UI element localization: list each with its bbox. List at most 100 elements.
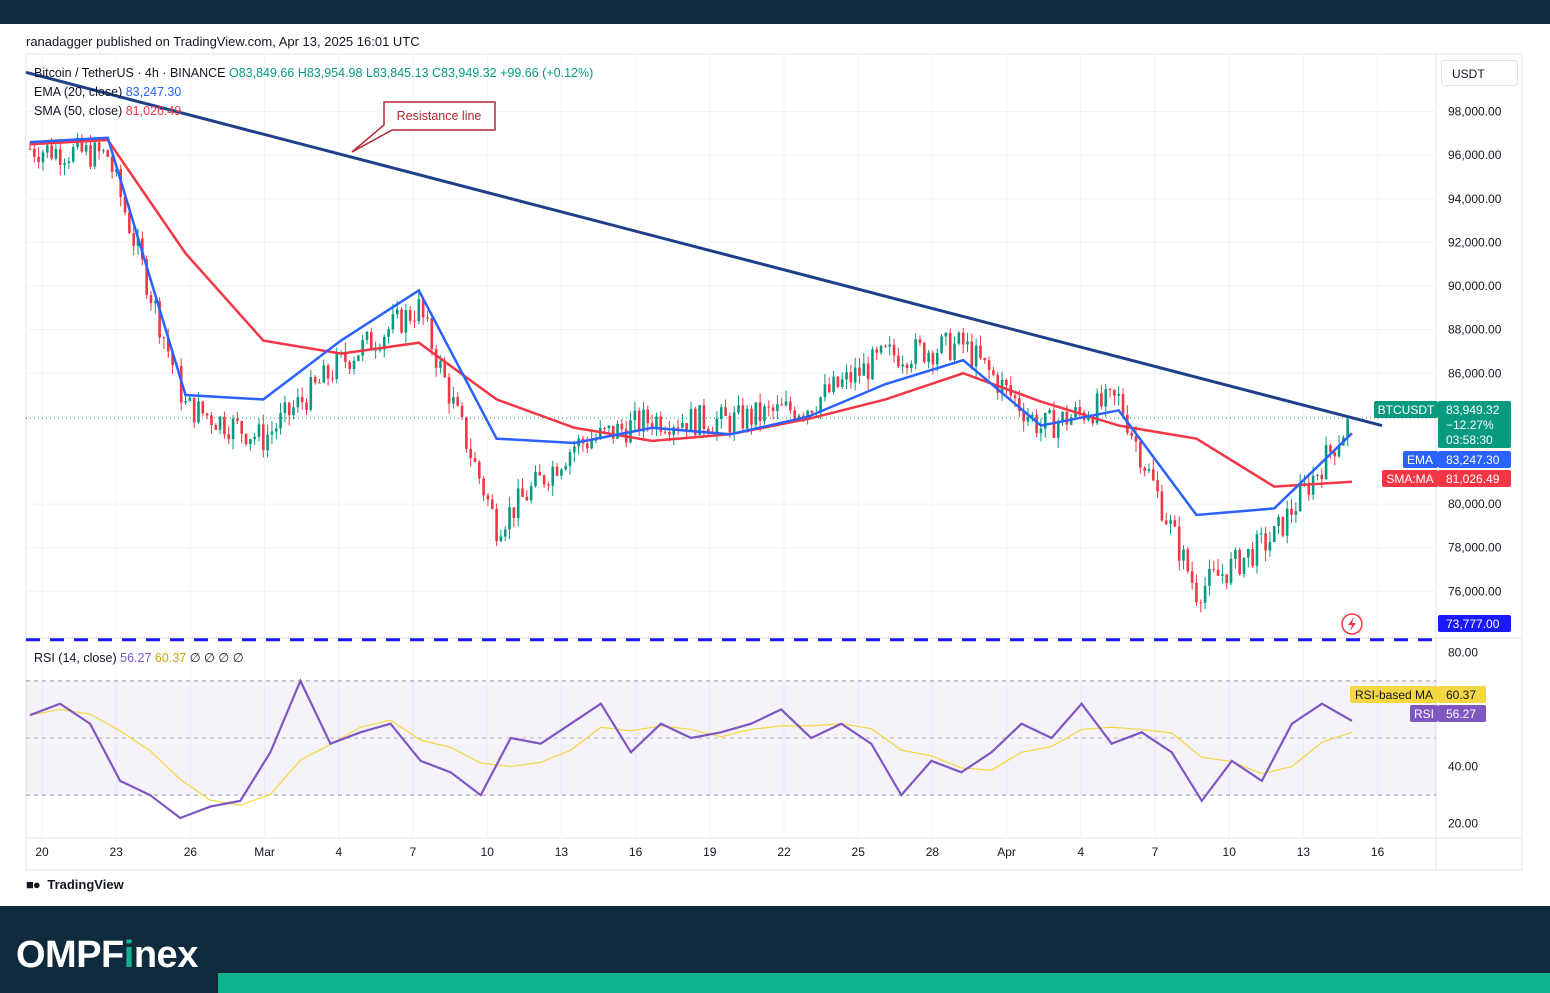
candle-body [231, 418, 235, 440]
candle-body [1117, 393, 1121, 396]
candle-body [1005, 379, 1008, 386]
candle-body [490, 499, 494, 509]
candle-body [240, 421, 243, 434]
resistance-callout[interactable] [351, 101, 496, 153]
lightning-icon[interactable] [1341, 613, 1363, 635]
candle-body [309, 377, 313, 410]
candle-body [227, 434, 231, 440]
candle-body [715, 418, 719, 434]
time-tick-label: 20 [35, 845, 49, 859]
candle-body [1139, 441, 1142, 468]
candle-body [858, 367, 861, 376]
candle-body [1324, 445, 1328, 480]
candle-body [1151, 469, 1155, 481]
candle-body [223, 416, 226, 435]
candle-body [270, 431, 274, 435]
candle-body [1247, 548, 1250, 558]
candle-body [1018, 398, 1021, 412]
candle-body [1087, 417, 1090, 421]
candle-body [706, 428, 710, 433]
candle-body [149, 295, 153, 304]
candle-body [910, 363, 913, 368]
candle-body [1108, 389, 1112, 391]
candle-body [395, 309, 399, 315]
rsi-legend[interactable]: RSI (14, close) 56.27 60.37 ∅ ∅ ∅ ∅ [34, 650, 244, 665]
candle-body [888, 344, 892, 347]
candle-body [961, 332, 965, 345]
sma-legend-row[interactable]: SMA (50, close) 81,026.49 [34, 102, 593, 121]
candle-body [158, 301, 161, 338]
candle-body [313, 377, 317, 383]
candle-body [957, 332, 961, 344]
candle-body [1113, 389, 1116, 396]
candle-body [41, 152, 45, 163]
candle-body [776, 404, 779, 411]
candle-body [253, 436, 256, 440]
rsi-ma-tag: RSI-based MA 60.37 [1350, 686, 1486, 703]
candle-body [780, 404, 784, 406]
candle-body [525, 496, 529, 501]
candle-body [205, 413, 209, 416]
candle-body [45, 145, 49, 153]
candle-body [382, 336, 386, 350]
candle-body [1022, 411, 1025, 422]
rsi-extra-values: ∅ ∅ ∅ ∅ [189, 651, 244, 665]
candle-body [344, 352, 347, 362]
svg-text:73,777.00: 73,777.00 [1446, 617, 1500, 631]
candle-body [348, 361, 351, 369]
candle-body [1143, 467, 1146, 472]
candle-body [1069, 417, 1073, 425]
candle-body [1234, 549, 1237, 559]
price-tick-label: 86,000.00 [1448, 366, 1502, 380]
candle-body [171, 351, 174, 366]
rsi-ma-line [29, 708, 1353, 806]
candle-body [516, 488, 520, 519]
candle-body [732, 412, 736, 433]
chart-legend: Bitcoin / TetherUS · 4h · BINANCE O83,84… [34, 64, 593, 121]
candle-body [1259, 533, 1263, 535]
symbol-title[interactable]: Bitcoin / TetherUS · 4h · BINANCE [34, 66, 226, 80]
candle-body [97, 142, 101, 152]
candle-body [1221, 574, 1224, 576]
candle-body [555, 466, 559, 476]
candle-body [1225, 574, 1229, 584]
time-tick-label: 7 [1152, 845, 1159, 859]
svg-text:03:58:30: 03:58:30 [1446, 433, 1493, 447]
candle-body [1333, 452, 1337, 457]
time-tick-label: 13 [555, 845, 569, 859]
time-tick-label: 10 [1223, 845, 1237, 859]
candle-body [1238, 549, 1241, 575]
ema-20-line [29, 136, 1353, 517]
candle-body [456, 397, 460, 406]
candle-body [1216, 569, 1220, 576]
candle-body [845, 372, 848, 380]
time-tick-label: Apr [997, 845, 1016, 859]
time-tick-label: 13 [1297, 845, 1311, 859]
btcusdt-price-tag: BTCUSDT 83,949.32 −12.27% 03:58:30 [1374, 401, 1511, 448]
resistance-trend-line[interactable] [25, 70, 1383, 428]
candle-body [54, 149, 58, 159]
candle-body [499, 536, 503, 542]
candle-body [879, 345, 883, 353]
candle-body [335, 354, 339, 379]
candle-body [508, 507, 511, 530]
candle-body [426, 317, 429, 319]
price-tick-label: 92,000.00 [1448, 235, 1502, 249]
candle-body [1035, 414, 1038, 434]
candle-body [1329, 445, 1332, 453]
candle-body [620, 423, 624, 430]
price-tick-label: 90,000.00 [1448, 279, 1502, 293]
chart-canvas[interactable]: Resistance line 98,000.00 96,000.00 94,000… [0, 24, 1550, 906]
candle-body [1346, 419, 1349, 438]
sma-label: SMA (50, close) [34, 104, 123, 118]
currency-selector[interactable]: USDT [1441, 60, 1518, 86]
candle-body [417, 298, 421, 322]
rsi-label: RSI (14, close) [34, 651, 117, 665]
candle-body [279, 412, 282, 429]
candle-body [322, 365, 326, 383]
candle-body [387, 329, 390, 337]
candle-body [827, 384, 831, 392]
candle-body [702, 405, 706, 429]
ema-legend-row[interactable]: EMA (20, close) 83,247.30 [34, 83, 593, 102]
candle-body [875, 349, 879, 353]
